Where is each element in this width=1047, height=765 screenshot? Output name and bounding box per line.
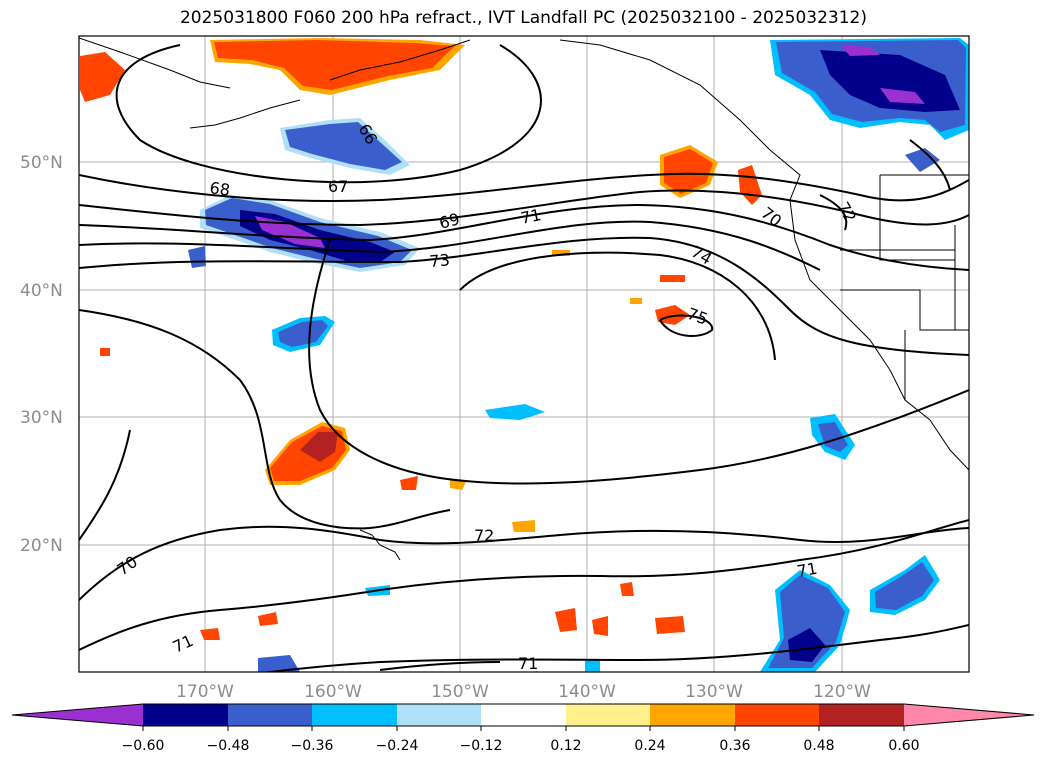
anomaly-positive: [300, 432, 338, 462]
colorbar-segment: [735, 704, 819, 726]
contour-label: 69: [437, 209, 462, 233]
colorbar-segment: [650, 704, 735, 726]
map-title: 2025031800 F060 200 hPa refract., IVT La…: [179, 8, 867, 28]
colorbar-segment: [481, 704, 566, 726]
anomaly-positive: [214, 40, 455, 90]
lon-label: 150°W: [431, 682, 489, 702]
anomaly-positive: [664, 149, 713, 194]
contour-label: 67: [328, 177, 348, 196]
colorbar-tick-label: 0.24: [634, 738, 665, 754]
lon-label: 130°W: [685, 682, 743, 702]
anomaly-negative: [255, 216, 325, 248]
anomaly-negative: [818, 422, 848, 452]
colorbar-segment: [228, 704, 312, 726]
anomaly-negative: [880, 88, 925, 104]
anomaly-negative: [768, 575, 845, 668]
contour-label: 71: [518, 654, 538, 673]
lat-label: 40°N: [20, 281, 63, 301]
latitude-labels: 50°N 40°N 30°N 20°N: [20, 153, 63, 556]
contour-lines: [79, 44, 969, 672]
anomaly-negative: [278, 320, 328, 347]
colorbar-segment: [143, 704, 228, 726]
lat-label: 20°N: [20, 536, 63, 556]
colorbar-tick-label: 0.36: [719, 738, 750, 754]
anomaly-positive: [100, 348, 110, 356]
anomaly-positive: [630, 298, 642, 304]
colorbar-tick-label: −0.36: [291, 738, 334, 754]
colorbar-tick-label: −0.60: [122, 738, 165, 754]
lon-label: 160°W: [304, 682, 362, 702]
colorbar-ticks: [142, 726, 905, 731]
anomaly-negative: [788, 628, 825, 662]
anomaly-positive: [555, 608, 577, 632]
lat-label: 30°N: [20, 408, 63, 428]
contour-label: 68: [208, 178, 231, 200]
anomaly-positive: [660, 275, 685, 282]
map-frame: [78, 35, 970, 673]
contour-label: 72: [474, 526, 494, 545]
coastlines: [79, 37, 969, 561]
colorbar-segment: [566, 704, 650, 726]
lon-label: 140°W: [558, 682, 616, 702]
lon-label: 120°W: [813, 682, 871, 702]
lon-label: 170°W: [176, 682, 234, 702]
anomaly-positive: [258, 612, 278, 626]
colorbar-segment: [12, 704, 143, 726]
anomaly-positive: [655, 616, 685, 634]
colorbar-tick-label: 0.60: [888, 738, 919, 754]
anomaly-negative: [840, 45, 880, 56]
longitude-labels: 170°W 160°W 150°W 140°W 130°W 120°W: [176, 682, 871, 702]
gridlines: [79, 36, 969, 672]
anomaly-positive: [400, 476, 418, 490]
colorbar-segment: [397, 704, 481, 726]
anomaly-positive: [200, 628, 220, 640]
colorbar-tick-label: −0.24: [376, 738, 419, 754]
anomaly-positive: [620, 582, 634, 596]
anomaly-negative: [258, 655, 300, 672]
anomaly-negative: [485, 404, 545, 420]
colorbar-tick-label: −0.48: [207, 738, 250, 754]
lat-label: 50°N: [20, 153, 63, 173]
colorbar: −0.60 −0.48 −0.36 −0.24 −0.12 0.12 0.24 …: [11, 703, 1035, 754]
map-area: [79, 36, 969, 672]
contour-label: 71: [795, 559, 818, 581]
colorbar-tick-label: 0.48: [803, 738, 834, 754]
anomaly-negative: [585, 660, 600, 672]
colorbar-tick-label: −0.12: [460, 738, 503, 754]
anomaly-negative: [820, 50, 960, 112]
anomaly-positive: [512, 520, 535, 532]
anomaly-negative: [905, 148, 940, 172]
anomaly-positive: [592, 616, 608, 636]
colorbar-segment: [819, 704, 904, 726]
anomaly-positive: [80, 52, 125, 102]
colorbar-segment: [904, 704, 1034, 726]
colorbar-tick-label: 0.12: [550, 738, 581, 754]
colorbar-segment: [312, 704, 397, 726]
contour-label: 73: [429, 250, 451, 271]
anomaly-negative: [285, 122, 402, 170]
contour-label: 71: [519, 205, 543, 228]
anomaly-negative: [875, 562, 934, 610]
